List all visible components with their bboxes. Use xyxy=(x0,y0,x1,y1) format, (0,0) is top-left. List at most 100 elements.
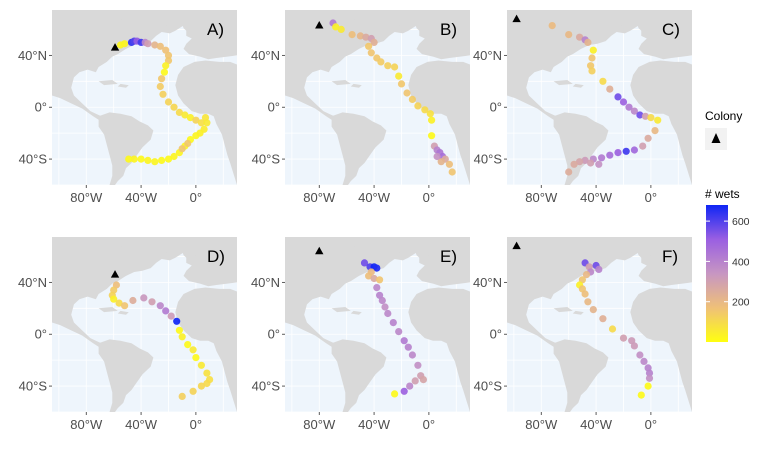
map-panel: E) 80°W 40°W 0° 40°N 0° 40°S xyxy=(251,237,470,432)
x-tick-label: 0° xyxy=(645,190,657,205)
track-point xyxy=(419,376,427,384)
track-point xyxy=(630,342,639,350)
track-point xyxy=(581,156,589,164)
track-point xyxy=(178,333,186,341)
track-point xyxy=(448,168,456,176)
track-point xyxy=(397,80,406,88)
y-tick-label: 40°S xyxy=(474,379,503,394)
track-point xyxy=(548,22,556,30)
track-point xyxy=(110,295,118,303)
track-point xyxy=(381,303,389,311)
track-point xyxy=(588,67,596,75)
x-tick-label: 0° xyxy=(645,417,657,432)
track-point xyxy=(421,106,429,114)
track-point xyxy=(644,134,652,142)
track-point xyxy=(151,158,159,166)
track-point xyxy=(411,377,419,385)
track-point xyxy=(614,149,622,157)
track-point xyxy=(189,346,197,354)
x-tick-label: 0° xyxy=(190,190,202,205)
track-point xyxy=(428,132,436,140)
track-point xyxy=(606,151,614,159)
colorbar-tick-label: 200 xyxy=(732,297,750,309)
track-point xyxy=(437,158,445,166)
track-point xyxy=(160,68,168,76)
track-point xyxy=(570,160,578,168)
y-tick-label: 40°N xyxy=(473,48,502,63)
y-tick-label: 40°S xyxy=(474,152,503,167)
track-point xyxy=(595,160,603,168)
track-point xyxy=(406,382,414,390)
track-point xyxy=(426,110,434,118)
track-point xyxy=(581,290,589,298)
track-point xyxy=(360,259,369,267)
track-point xyxy=(175,108,183,116)
track-point xyxy=(125,155,133,163)
track-point xyxy=(348,30,356,39)
track-point xyxy=(587,159,595,167)
y-tick-label: 0° xyxy=(35,100,47,115)
track-point xyxy=(121,302,129,310)
track-point xyxy=(384,309,392,318)
track-point xyxy=(645,369,654,377)
track-point xyxy=(144,40,152,48)
track-point xyxy=(175,326,183,334)
track-point xyxy=(630,146,639,154)
track-point xyxy=(140,294,148,302)
track-point xyxy=(599,77,607,85)
track-point xyxy=(173,317,181,325)
track-point xyxy=(365,42,373,50)
track-point xyxy=(606,85,614,93)
y-tick-label: 40°N xyxy=(473,275,502,290)
track-point xyxy=(362,33,370,41)
track-point xyxy=(384,62,392,70)
track-point xyxy=(608,325,617,333)
legend-ticks: 200 400 600 xyxy=(706,216,750,309)
track-point xyxy=(356,32,364,40)
track-point xyxy=(576,33,584,41)
track-point xyxy=(378,296,386,305)
track-point xyxy=(584,38,592,47)
panel-label: F) xyxy=(662,247,678,266)
track-point xyxy=(178,392,186,400)
x-tick-label: 40°W xyxy=(580,417,613,432)
track-point xyxy=(400,387,408,395)
track-point xyxy=(414,102,422,110)
x-tick-label: 0° xyxy=(190,417,202,432)
track-point xyxy=(636,111,644,119)
track-point xyxy=(370,38,378,47)
y-tick-label: 40°N xyxy=(18,275,47,290)
track-point xyxy=(121,40,129,48)
panel-content xyxy=(507,10,692,185)
track-point xyxy=(203,379,211,388)
track-point xyxy=(156,82,164,91)
colony-triangle-icon xyxy=(315,21,324,29)
y-tick-label: 40°S xyxy=(252,379,281,394)
x-tick-label: 80°W xyxy=(525,417,558,432)
y-tick-label: 40°N xyxy=(18,48,47,63)
x-tick-label: 40°W xyxy=(580,190,613,205)
panels-layer: A) 80°W 40°W 0° 40°N 0° 40°S B) 80°W 40°W 0° 40°N 0°… xyxy=(18,10,692,432)
x-tick-label: 80°W xyxy=(70,190,103,205)
track-point xyxy=(428,116,436,124)
track-point xyxy=(654,116,662,124)
track-point xyxy=(164,155,173,163)
track-point xyxy=(645,374,654,382)
track-point xyxy=(647,114,655,122)
panel-content xyxy=(285,237,470,412)
track-point xyxy=(640,357,648,365)
track-point xyxy=(144,156,152,164)
map-panel: D) 80°W 40°W 0° 40°N 0° 40°S xyxy=(18,237,237,432)
map-panel: B) 80°W 40°W 0° 40°N 0° 40°S xyxy=(251,10,470,205)
x-tick-label: 0° xyxy=(423,190,435,205)
track-point xyxy=(184,139,192,148)
track-point xyxy=(636,351,644,359)
track-point xyxy=(203,369,211,377)
track-point xyxy=(197,361,205,369)
colony-triangle-icon xyxy=(512,241,521,250)
track-point xyxy=(337,25,345,33)
y-tick-label: 40°S xyxy=(19,152,48,167)
track-point xyxy=(137,155,145,163)
track-point xyxy=(619,98,628,106)
track-point xyxy=(162,307,170,315)
